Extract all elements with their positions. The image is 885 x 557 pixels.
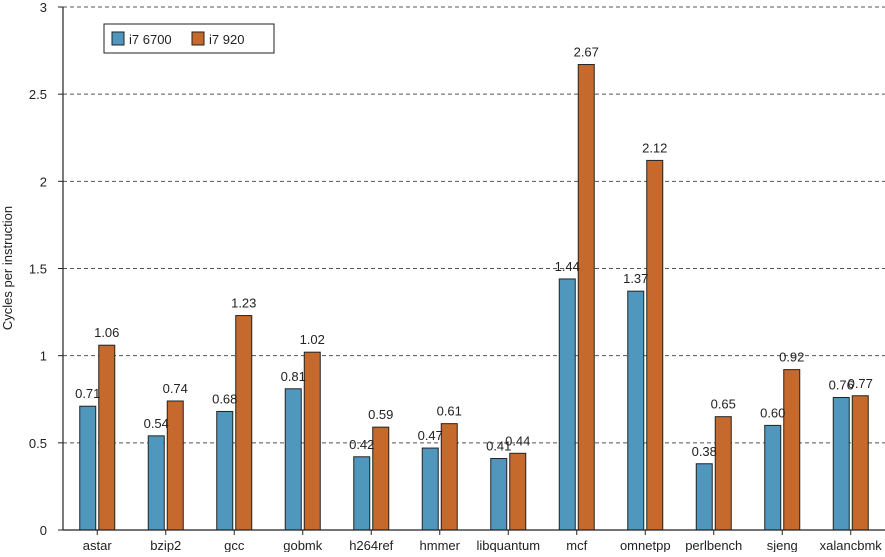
y-tick-label: 2.5: [29, 87, 47, 102]
bar: [714, 416, 732, 531]
x-tick-label: astar: [83, 538, 113, 552]
bar: [695, 463, 713, 531]
data-label: 2.12: [642, 140, 667, 155]
data-label: 2.67: [574, 45, 599, 60]
y-axis-label: Cycles per instruction: [0, 206, 15, 330]
bar: [216, 410, 234, 531]
data-label: 0.65: [711, 397, 736, 412]
data-labels: 0.71 1.06 0.54 0.74 0.68 1.23 0.81 1.02 0.42 0.59…: [75, 45, 873, 459]
bar: [372, 426, 390, 531]
data-label: 1.44: [555, 259, 580, 274]
bar: [440, 423, 458, 531]
bar: [851, 395, 869, 531]
data-label: 1.06: [94, 325, 119, 340]
x-tick-label: gobmk: [283, 538, 323, 552]
y-tick-label: 0: [40, 523, 47, 538]
bar: [764, 424, 782, 531]
bar: [147, 435, 165, 531]
x-tick-label: bzip2: [150, 538, 181, 552]
data-label: 0.77: [848, 376, 873, 391]
bar: [646, 159, 664, 531]
x-tick-label: h264ref: [349, 538, 393, 552]
bar: [627, 290, 645, 531]
legend: i7 6700 i7 920: [103, 23, 275, 54]
data-label: 0.41: [486, 439, 511, 454]
bar: [235, 315, 253, 531]
bar: [79, 405, 97, 531]
data-label: 0.68: [212, 391, 237, 406]
data-label: 0.74: [163, 381, 188, 396]
legend-label: i7 6700: [129, 32, 172, 47]
legend-box: [103, 23, 275, 54]
x-tick-label: perlbench: [685, 538, 742, 552]
data-label: 0.60: [760, 405, 785, 420]
x-tick-label: xalancbmk: [820, 538, 883, 552]
data-label: 0.92: [779, 350, 804, 365]
data-label: 0.54: [144, 416, 169, 431]
legend-swatch: [191, 31, 205, 46]
data-label: 0.61: [437, 404, 462, 419]
x-tick-label: sjeng: [767, 538, 798, 552]
x-tick-label: omnetpp: [620, 538, 671, 552]
y-tick-label: 0.5: [29, 436, 47, 451]
data-label: 1.02: [300, 332, 325, 347]
y-tick-label: 1: [40, 349, 47, 364]
data-label: 0.76: [829, 378, 854, 393]
bars: [79, 64, 869, 531]
x-tick-label: gcc: [224, 538, 245, 552]
data-label: 0.59: [368, 407, 393, 422]
bar: [577, 64, 595, 531]
bar: [783, 369, 801, 531]
bar: [421, 447, 439, 531]
bar: [558, 278, 576, 531]
bar: [284, 388, 302, 531]
bar: [166, 400, 184, 531]
x-tick-label: hmmer: [420, 538, 461, 552]
data-label: 0.47: [418, 428, 443, 443]
axes: 0 0.5 1 1.5 2 2.5 3 astar bzip2 gcc gobmk h264ref hm…: [29, 0, 885, 553]
y-tick-label: 3: [40, 0, 47, 15]
y-tick-label: 1.5: [29, 262, 47, 277]
data-label: 0.38: [692, 444, 717, 459]
gridlines: [63, 6, 885, 444]
bar: [303, 351, 321, 531]
data-label: 1.37: [623, 271, 648, 286]
data-label: 0.42: [349, 437, 374, 452]
y-tick-label: 2: [40, 174, 47, 189]
data-label: 0.44: [505, 433, 530, 448]
bar: [832, 397, 850, 531]
legend-swatch: [111, 31, 125, 46]
data-label: 1.23: [231, 296, 256, 311]
x-tick-label: mcf: [566, 538, 587, 552]
data-label: 0.81: [281, 369, 306, 384]
x-tick-label: libquantum: [476, 538, 540, 552]
bar: [490, 458, 508, 531]
data-label: 0.71: [75, 386, 100, 401]
bar: [509, 452, 527, 531]
bar: [98, 344, 116, 531]
legend-label: i7 920: [209, 32, 244, 47]
bar: [353, 456, 371, 531]
